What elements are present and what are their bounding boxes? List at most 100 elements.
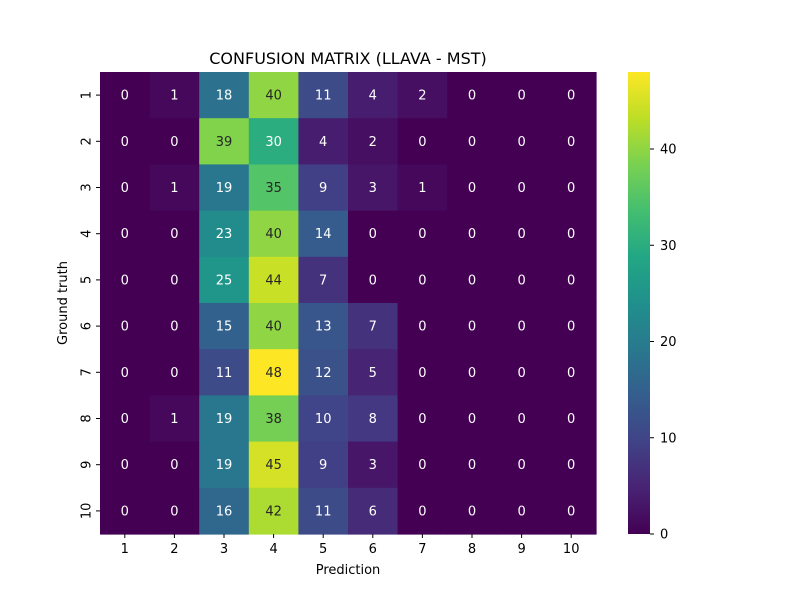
cell-value-label: 40 — [265, 89, 282, 104]
cell-value-label: 0 — [468, 227, 476, 242]
heatmap-cell — [546, 441, 597, 489]
y-tick-label: 10 — [80, 503, 95, 520]
cell-value-label: 38 — [265, 412, 282, 427]
heatmap-cell — [546, 349, 597, 396]
heatmap-cell — [496, 441, 547, 489]
cell-value-label: 16 — [216, 504, 233, 519]
x-tick-label: 6 — [369, 542, 377, 557]
cell-value-label: 40 — [265, 320, 282, 335]
heatmap-cell — [248, 118, 299, 165]
heatmap-cell — [149, 256, 200, 304]
cell-value-label: 0 — [517, 181, 525, 196]
heatmap-cell — [248, 210, 299, 258]
cell-value-label: 0 — [418, 504, 426, 519]
heatmap-cell — [447, 72, 498, 119]
heatmap-cell — [199, 349, 250, 396]
cell-value-label: 0 — [121, 458, 129, 473]
cell-value-label: 0 — [170, 504, 178, 519]
cell-value-label: 0 — [567, 366, 575, 381]
cell-value-label: 0 — [468, 89, 476, 104]
cell-value-label: 0 — [468, 366, 476, 381]
cell-value-label: 7 — [319, 273, 327, 288]
x-tick-label: 9 — [517, 542, 525, 557]
cell-value-label: 0 — [121, 135, 129, 150]
cell-value-label: 0 — [418, 227, 426, 242]
cell-value-label: 0 — [468, 412, 476, 427]
heatmap-cell — [100, 487, 151, 535]
heatmap-cell — [348, 441, 399, 489]
heatmap-cell — [397, 303, 448, 350]
cell-value-label: 3 — [369, 181, 377, 196]
colorbar-tick-label: 0 — [660, 528, 668, 543]
cell-value-label: 11 — [315, 89, 332, 104]
heatmap-cell — [100, 441, 151, 489]
heatmap-cell — [447, 349, 498, 396]
heatmap-cell — [199, 395, 250, 443]
y-tick-label: 3 — [80, 183, 95, 191]
chart-title: CONFUSION MATRIX (LLAVA - MST) — [209, 49, 486, 68]
cell-value-label: 2 — [418, 89, 426, 104]
heatmap-cell — [100, 118, 151, 165]
cell-value-label: 4 — [319, 135, 327, 150]
heatmap-cell — [496, 118, 547, 165]
heatmap-cell — [149, 118, 200, 165]
y-tick-label: 9 — [80, 461, 95, 469]
cell-value-label: 0 — [121, 320, 129, 335]
cell-value-label: 0 — [121, 504, 129, 519]
heatmap-cell — [298, 349, 349, 396]
cell-value-label: 0 — [170, 366, 178, 381]
cell-value-label: 0 — [567, 458, 575, 473]
heatmap-cell — [248, 349, 299, 396]
cell-value-label: 0 — [418, 412, 426, 427]
cell-value-label: 0 — [567, 227, 575, 242]
heatmap-cell — [496, 395, 547, 443]
cell-value-label: 23 — [216, 227, 233, 242]
cell-value-label: 0 — [170, 458, 178, 473]
cell-value-label: 0 — [170, 135, 178, 150]
cell-value-label: 14 — [315, 227, 332, 242]
x-tick-label: 7 — [418, 542, 426, 557]
cell-value-label: 6 — [369, 504, 377, 519]
cell-value-label: 39 — [216, 135, 233, 150]
cell-value-label: 15 — [216, 320, 233, 335]
cell-value-label: 0 — [369, 273, 377, 288]
cell-value-label: 44 — [265, 273, 282, 288]
heatmap-cell — [199, 303, 250, 350]
heatmap-cell — [100, 164, 151, 212]
cell-value-label: 0 — [517, 135, 525, 150]
heatmap-cell — [496, 210, 547, 258]
heatmap-cell — [447, 303, 498, 350]
heatmap-cell — [546, 210, 597, 258]
x-axis-ticks: 1 2 3 4 5 6 7 8 9 10 — [121, 534, 579, 557]
cell-value-label: 0 — [170, 273, 178, 288]
heatmap-cell — [298, 303, 349, 350]
heatmap-cell — [397, 487, 448, 535]
cell-value-label: 0 — [418, 273, 426, 288]
heatmap-cell — [348, 118, 399, 165]
cell-value-label: 0 — [567, 135, 575, 150]
heatmap-cell — [447, 210, 498, 258]
heatmap-cell — [199, 164, 250, 212]
heatmap-cell — [397, 72, 448, 119]
heatmap-cell — [149, 72, 200, 119]
heatmap-cell — [199, 210, 250, 258]
y-tick-label: 7 — [80, 368, 95, 376]
x-tick-label: 4 — [269, 542, 277, 557]
cell-value-label: 0 — [567, 181, 575, 196]
heatmap-cell — [199, 487, 250, 535]
cell-value-label: 0 — [468, 458, 476, 473]
heatmap-cell — [149, 303, 200, 350]
cell-value-label: 0 — [418, 458, 426, 473]
cell-value-label: 19 — [216, 458, 233, 473]
cell-value-label: 7 — [369, 320, 377, 335]
cell-value-label: 11 — [216, 366, 233, 381]
heatmap-cell — [546, 256, 597, 304]
y-axis-ticks: 1 2 3 4 5 6 7 8 9 10 — [80, 91, 100, 520]
cell-value-label: 0 — [121, 227, 129, 242]
heatmap-cell — [397, 164, 448, 212]
cell-value-label: 0 — [517, 412, 525, 427]
heatmap-cell — [496, 303, 547, 350]
cell-value-label: 2 — [369, 135, 377, 150]
heatmap-cell — [149, 395, 200, 443]
heatmap-cell — [496, 349, 547, 396]
